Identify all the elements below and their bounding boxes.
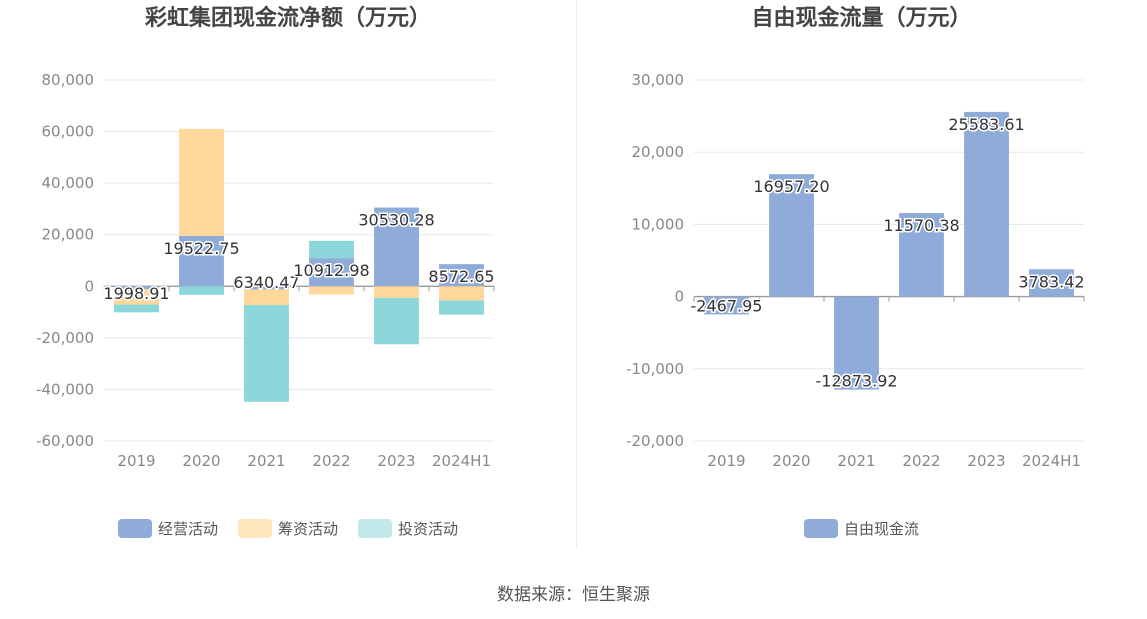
data-source: 数据来源：恒生聚源 [497,585,650,605]
free-cashflow-bar-a-2024h1[interactable] [1029,269,1074,297]
legend-label-free-cashflow: 自由现金流 [843,519,919,538]
cashflow-bar-b-2023[interactable] [374,286,419,298]
legend-label-investing: 投资活动 [398,519,459,538]
free-cashflow-xtick-label: 2019 [707,452,745,470]
free-cashflow-ytick-label: -20,000 [626,432,684,450]
cashflow-bar-c-2019[interactable] [114,304,159,313]
cashflow-bar-c-2024h1[interactable] [439,300,484,315]
cashflow-data-label: 8572.65 [428,267,494,286]
cashflow-ytick-label: 0 [84,277,94,295]
cashflow-bar-a-2023[interactable] [374,207,419,287]
cashflow-legend: 经营活动 筹资活动 投资活动 [0,517,576,539]
cashflow-xtick-label: 2024H1 [432,452,491,470]
cashflow-bar-b-2019[interactable] [114,289,159,305]
cashflow-data-label: 10912.98 [293,261,369,280]
legend-item-investing[interactable]: 投资活动 [358,518,458,539]
legend-item-financing[interactable]: 筹资活动 [237,518,338,539]
chart-title-free-cashflow: 自由现金流量（万元） [751,6,972,31]
cashflow-bar-a-2019[interactable] [114,286,159,290]
free-cashflow-bar-a-2021[interactable] [834,296,879,390]
free-cashflow-bar-a-2023[interactable] [964,111,1009,297]
cashflow-bar-c-2020[interactable] [179,286,224,295]
legend-item-free-cashflow[interactable]: 自由现金流 [803,518,919,539]
free-cashflow-ytick-label: 10,000 [632,215,685,233]
cashflow-data-label: 19522.75 [163,239,239,258]
cashflow-bar-b-2022[interactable] [309,286,354,295]
free-cashflow-bar-a-2019[interactable] [704,296,749,315]
cashflow-bar-c-2022[interactable] [309,240,354,259]
cashflow-data-label: 1998.91 [103,284,169,303]
legend-swatch-investing [358,518,392,538]
cashflow-xtick-label: 2021 [247,452,285,470]
cashflow-bar-a-2021[interactable] [244,286,289,290]
free-cashflow-ytick-label: 30,000 [632,71,685,89]
cashflow-bar-b-2020[interactable] [179,128,224,236]
legend-swatch-free-cashflow [803,518,838,538]
cashflow-chart: 80,000 60,000 40,000 20,000 0 -20,000 -40,000 -… [36,71,496,470]
free-cashflow-ytick-label: -10,000 [626,360,684,378]
free-cashflow-data-label: -12873.92 [815,372,897,391]
cashflow-ytick-label: 20,000 [42,226,95,244]
free-cashflow-xtick-label: 2024H1 [1022,452,1081,470]
free-cashflow-chart: 30,000 20,000 10,000 0 -10,000 -20,000 2019 -24… [626,71,1086,470]
cashflow-bar-b-2021[interactable] [244,289,289,306]
cashflow-ytick-label: -20,000 [36,329,94,347]
cashflow-ytick-label: 80,000 [42,71,95,89]
panel-divider [576,0,577,548]
legend-label-operating: 经营活动 [157,519,218,538]
cashflow-ytick-label: 60,000 [42,123,95,141]
free-cashflow-data-label: 11570.38 [883,216,959,235]
cashflow-bar-a-2024h1[interactable] [439,264,484,287]
cashflow-xtick-label: 2019 [117,452,155,470]
legend-swatch-operating [117,518,152,538]
cashflow-bar-a-2022[interactable] [309,258,354,287]
free-cashflow-ytick-label: 0 [674,288,684,306]
cashflow-xtick-label: 2023 [377,452,415,470]
free-cashflow-bar-a-2022[interactable] [899,213,944,297]
legend-swatch-financing [237,518,272,538]
cashflow-xtick-label: 2022 [312,452,350,470]
free-cashflow-data-label: 25583.61 [948,115,1024,134]
free-cashflow-data-label: 16957.20 [753,177,829,196]
legend-item-operating[interactable]: 经营活动 [117,518,218,539]
chart-title-cashflow: 彩虹集团现金流净额（万元） [144,6,431,31]
cashflow-bar-c-2023[interactable] [374,297,419,345]
cashflow-bar-c-2021[interactable] [244,305,289,402]
cashflow-ytick-label: -40,000 [36,380,94,398]
free-cashflow-legend: 自由现金流 [576,517,1147,539]
free-cashflow-xtick-label: 2020 [772,452,810,470]
free-cashflow-bar-a-2020[interactable] [769,174,814,297]
cashflow-ytick-label: 40,000 [42,174,95,192]
cashflow-ytick-label: -60,000 [36,432,94,450]
legend-label-financing: 筹资活动 [277,519,338,538]
free-cashflow-data-label: 3783.42 [1018,272,1084,291]
cashflow-xtick-label: 2020 [182,452,220,470]
cashflow-data-label: 6340.47 [233,273,299,292]
cashflow-bar-b-2024h1[interactable] [439,286,484,301]
cashflow-data-label: 30530.28 [358,211,434,230]
free-cashflow-data-label: -2467.95 [691,296,763,315]
cashflow-bar-a-2020[interactable] [179,235,224,287]
free-cashflow-xtick-label: 2022 [902,452,940,470]
free-cashflow-xtick-label: 2023 [967,452,1005,470]
free-cashflow-ytick-label: 20,000 [632,143,685,161]
free-cashflow-xtick-label: 2021 [837,452,875,470]
